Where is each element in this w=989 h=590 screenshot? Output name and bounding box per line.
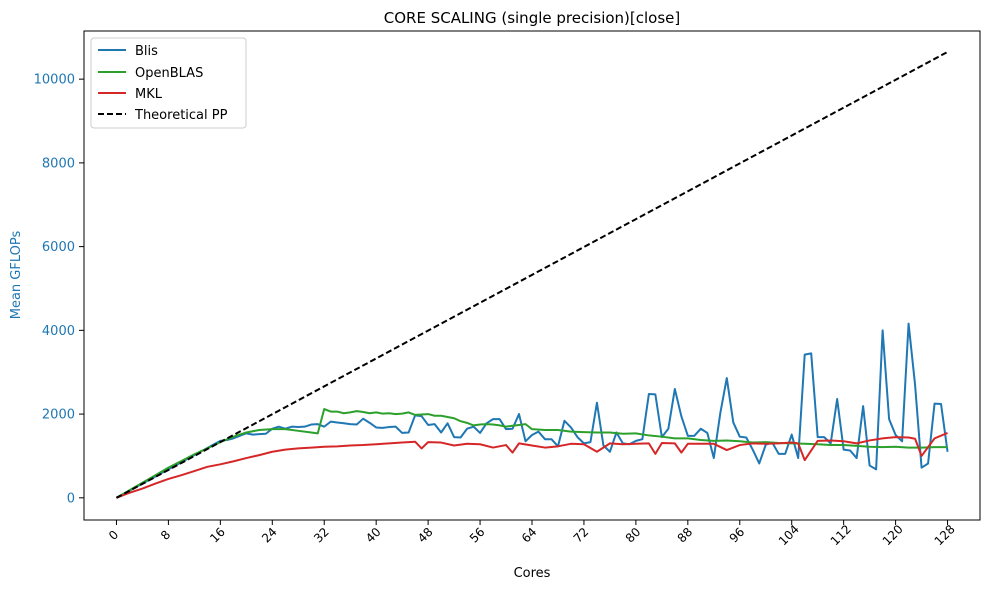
y-axis: 0 2000 4000 6000 8000 10000 [34,73,84,506]
series-line-openblas [115,408,948,499]
legend-label-mkl: MKL [135,87,163,102]
y-tick-label: 4000 [42,324,75,339]
y-tick-label: 2000 [42,408,75,423]
y-tick-label: 0 [67,491,75,506]
series-layer [115,51,949,499]
legend-label-theoretical-pp: Theoretical PP [134,108,228,123]
series-line-blis [115,322,949,499]
y-tick-label: 6000 [42,240,75,255]
legend-label-openblas: OpenBLAS [135,66,203,81]
legend-label-blis: Blis [135,44,158,59]
series-line-mkl [116,431,948,499]
legend-box [90,37,247,129]
series-line-theoretical-pp [115,51,949,499]
x-axis-label: Cores [514,566,551,581]
chart-title: CORE SCALING (single precision)[close] [384,9,680,27]
y-tick-label: 10000 [34,73,75,88]
legend: Blis OpenBLAS MKL Theoretical PP [90,37,247,129]
y-tick-label: 8000 [42,156,75,171]
y-axis-label: Mean GFLOPs [9,231,24,320]
